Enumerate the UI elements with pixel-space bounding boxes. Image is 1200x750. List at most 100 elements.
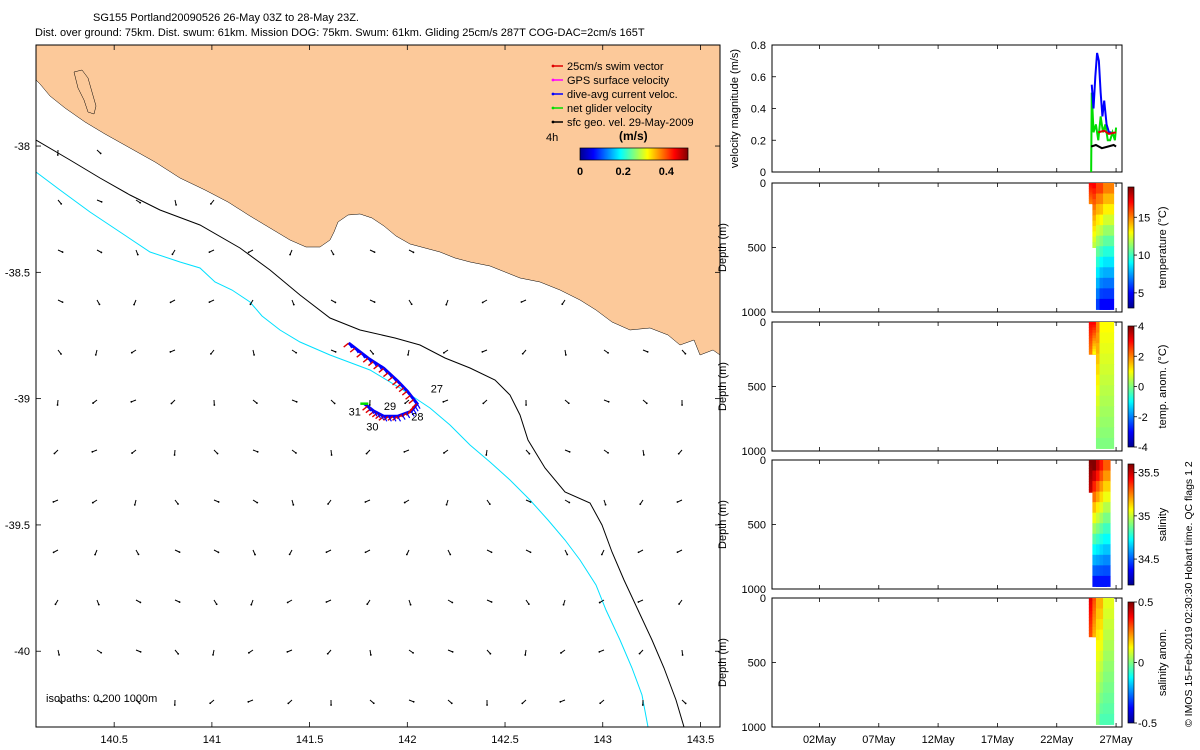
map-x-tick-label: 142.5 (491, 734, 519, 746)
current-arrow-head (136, 253, 139, 256)
day-label: 27 (431, 384, 443, 396)
current-arrow-head (372, 352, 375, 355)
dac-vector (383, 416, 388, 422)
current-arrow-head (403, 450, 406, 453)
profile-cell (1106, 343, 1115, 355)
profile-cell (1103, 481, 1111, 493)
current-arrow-head (171, 253, 174, 256)
legend-item-label: sfc geo. vel. 29-May-2009 (567, 117, 694, 129)
current-arrow-head (641, 704, 644, 706)
profile-cell (1103, 533, 1111, 545)
current-arrow-head (208, 251, 211, 253)
profile-cell (1103, 502, 1111, 514)
profile-cell (1103, 575, 1111, 587)
legend-swatch-dot (551, 106, 555, 110)
current-arrow-head (373, 301, 376, 303)
dac-vector (387, 416, 392, 422)
swim-vector (409, 405, 416, 411)
current-arrow-head (209, 702, 212, 705)
panel-colorbar-tick-label: 35 (1138, 511, 1150, 523)
day-label: 28 (411, 411, 423, 423)
day-labels: 27 28 29 30 31 (349, 384, 443, 434)
map-legend: 25cm/s swim vector GPS surface velocity di… (551, 61, 694, 129)
velocity-y-label: velocity magnitude (m/s) (729, 49, 741, 168)
current-arrow-head (247, 251, 250, 254)
current-arrow-head (52, 551, 55, 554)
current-arrow-head (521, 702, 524, 705)
panel-colorbar-tick-label: -0.5 (1138, 718, 1157, 730)
depth-y-label: Depth (m) (717, 223, 729, 272)
profile-cell (1106, 619, 1115, 631)
current-arrow-head (100, 200, 103, 203)
current-arrow-head (366, 603, 369, 606)
swim-vector (371, 412, 378, 418)
panel-colorbar-tick-label: 2 (1138, 351, 1144, 363)
legend-4h-label: 4h (546, 132, 558, 144)
current-arrow-head (325, 601, 328, 603)
swim-vector (382, 415, 389, 421)
current-arrow-head (642, 454, 645, 456)
profile-cell (1103, 470, 1111, 482)
current-arrow-head (254, 553, 256, 556)
current-arrow-head (137, 553, 140, 556)
current-arrow-head (481, 350, 484, 353)
current-arrow-head (637, 601, 640, 603)
dac-vector (397, 416, 402, 422)
current-arrow-head (442, 351, 445, 354)
profile-cell (1106, 692, 1115, 704)
current-arrow-head (292, 303, 295, 306)
current-arrow-head (404, 402, 407, 405)
swim-vector (368, 361, 374, 367)
swim-vector (387, 376, 394, 382)
map-y-tick-label: -40 (14, 646, 30, 658)
dac-vector (367, 357, 372, 364)
current-arrow-head (334, 301, 337, 304)
swim-vector (407, 408, 414, 414)
profile-cell (1106, 713, 1115, 725)
map-y-tick-label: -39 (14, 394, 30, 406)
current-arrow-head (286, 601, 289, 604)
current-arrow-head (369, 654, 372, 656)
current-arrow-head (100, 251, 103, 254)
depth-y-tick-label: 500 (748, 382, 766, 394)
island-land (73, 69, 97, 115)
current-arrow-head (91, 450, 94, 453)
swim-vector (382, 371, 389, 378)
current-arrow-head (177, 652, 180, 655)
swim-vector (343, 342, 350, 348)
current-arrow-head (139, 601, 142, 604)
profile-cell (1106, 427, 1115, 439)
current-arrow-head (599, 702, 602, 705)
current-arrow-head (528, 452, 531, 455)
map-x-tick-label: 141.5 (296, 734, 324, 746)
dac-vector (370, 408, 375, 415)
depth-panel-frame (771, 182, 1123, 313)
profile-cell (1106, 608, 1115, 620)
dac-vector (414, 405, 419, 412)
current-arrow-head (529, 501, 532, 503)
current-arrow-head (568, 450, 571, 453)
current-arrow-head (130, 351, 133, 354)
swim-vector (405, 394, 412, 400)
profile-cell (1106, 193, 1115, 205)
dac-vector (376, 412, 381, 419)
figure-title-line-1: SG155 Portland20090526 26-May 03Z to 28-… (93, 12, 359, 24)
current-arrow-head (481, 301, 484, 304)
current-arrow-head (286, 650, 289, 653)
profile-cell (1106, 225, 1115, 237)
map-colorbar-tick-label: 0.4 (659, 166, 675, 178)
depth-y-tick-label: 0 (760, 455, 766, 467)
velocity-series-line (1090, 52, 1112, 134)
current-arrow-head (326, 652, 329, 655)
isobaths-label: isobaths: 0 200 1000m (46, 693, 157, 705)
current-arrow-head (247, 700, 250, 703)
current-arrow-head (175, 203, 177, 206)
current-arrow-head (567, 402, 570, 405)
current-arrow-head (524, 654, 527, 656)
current-arrow-head (604, 503, 607, 506)
current-arrow-head (334, 350, 337, 353)
dac-vector (383, 368, 388, 374)
profile-cell (1106, 204, 1115, 216)
legend-item-label: GPS surface velocity (567, 75, 670, 87)
